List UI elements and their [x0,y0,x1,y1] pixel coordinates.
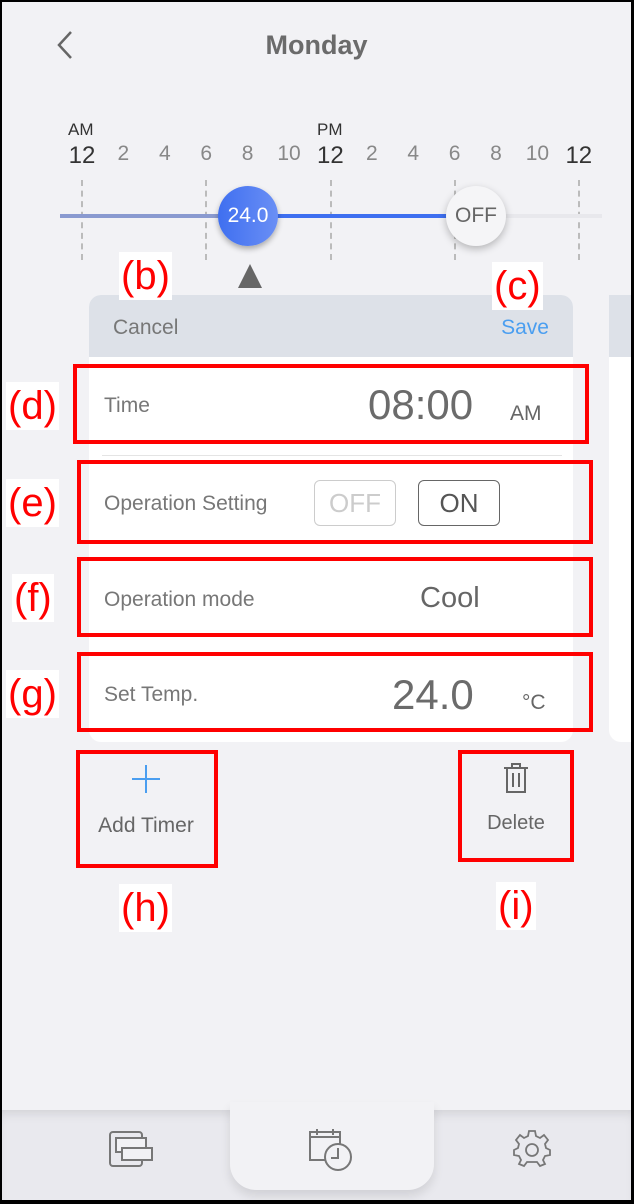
tick-line [330,180,332,260]
annotation-box-i [458,750,574,862]
divider [102,455,562,456]
set-temp-label: Set Temp. [104,683,199,706]
hour-label: 12 [68,142,96,169]
page-title: Monday [265,30,368,60]
trash-icon [502,762,530,794]
units-icon[interactable] [108,1130,154,1170]
operation-setting-row: Operation Setting OFF ON [78,464,590,540]
card-header: Cancel Save [89,295,573,357]
off-toggle-button[interactable]: OFF [314,480,396,526]
annotation-box-f [77,557,593,637]
hour-label: 4 [158,142,171,165]
annotation-box-g [77,652,593,732]
annotation-label-i: (i) [496,882,536,930]
annotation-box-h [76,750,218,868]
hour-label: 10 [525,142,550,165]
tick-line [205,180,207,260]
hour-label: 6 [448,142,461,165]
annotation-label-e: (e) [6,479,59,527]
pm-label: PM [317,120,343,139]
settings-icon[interactable] [513,1130,551,1168]
timeline-segment-active [250,214,478,218]
operation-mode-value: Cool [420,582,480,614]
operation-mode-label: Operation mode [104,588,255,611]
operation-mode-row[interactable]: Operation mode Cool [78,560,590,636]
annotation-label-b: (b) [119,252,172,300]
annotation-label-h: (h) [119,884,172,932]
annotation-label-c: (c) [492,262,543,310]
hour-label: 8 [241,142,254,165]
hour-label: 12 [565,142,593,169]
hour-label: 10 [277,142,301,165]
time-ampm: AM [510,402,542,425]
end-knob[interactable]: OFF [446,186,506,246]
timeline-segment-before [60,214,250,218]
add-timer-label: Add Timer [98,814,194,837]
start-knob[interactable]: 24.0 [218,186,278,246]
tick-line [81,180,83,260]
hour-label: 6 [200,142,213,165]
hour-label: 8 [490,142,502,165]
save-button[interactable]: Save [501,316,549,339]
hour-label: 2 [117,142,130,165]
operation-setting-label: Operation Setting [104,492,268,515]
selected-pointer-icon [238,264,262,288]
set-temp-row[interactable]: Set Temp. 24.0 °C [78,655,590,731]
delete-button[interactable]: Delete [460,752,572,860]
schedule-icon[interactable] [308,1128,354,1172]
tick-line [578,180,580,260]
delete-label: Delete [487,812,545,834]
cancel-button[interactable]: Cancel [113,316,179,339]
set-temp-value: 24.0 [392,671,474,718]
annotation-label-f: (f) [12,574,54,622]
add-timer-button[interactable]: Add Timer [78,752,214,864]
annotation-box-e [77,460,593,544]
hour-label: 2 [365,142,378,165]
plus-icon [131,764,161,794]
annotation-label-d: (d) [6,382,59,430]
time-label: Time [104,394,150,417]
annotation-label-g: (g) [6,670,59,718]
am-label: AM [68,120,94,139]
timer-editor-card: Cancel Save [89,295,573,742]
on-toggle-button[interactable]: ON [418,480,500,526]
annotation-box-d [73,364,589,444]
hour-label: 4 [407,142,420,165]
time-row[interactable]: Time 08:00 AM [78,367,586,441]
chevron-left-icon[interactable] [54,30,76,60]
hour-label: 12 [317,142,344,169]
time-value: 08:00 [368,381,474,428]
set-temp-unit: °C [522,691,546,714]
next-card[interactable] [609,295,631,742]
